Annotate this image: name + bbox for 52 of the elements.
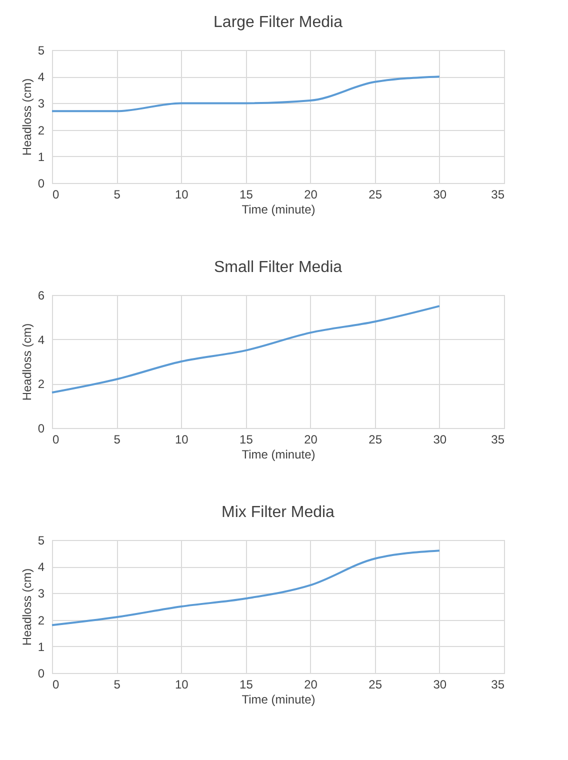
y-axis-title: Headloss (cm) <box>20 568 34 646</box>
y-tick-label: 0 <box>38 176 45 190</box>
x-tick-label: 20 <box>304 678 318 692</box>
x-tick-label: 20 <box>304 188 318 202</box>
x-tick-label: 30 <box>433 432 447 446</box>
x-tick-label: 0 <box>52 432 60 446</box>
x-axis-title: Time (minute) <box>242 448 316 462</box>
line-series <box>51 550 440 626</box>
y-tick-label: 5 <box>38 534 45 548</box>
chart-title: Mix Filter Media <box>222 504 335 521</box>
y-tick-label: 6 <box>38 288 45 302</box>
x-tick-label: 15 <box>240 432 254 446</box>
y-tick-label: 3 <box>38 586 45 601</box>
x-tick-label: 20 <box>304 432 318 446</box>
y-tick-label: 5 <box>38 44 45 58</box>
x-tick-label: 5 <box>114 432 121 446</box>
x-tick-label: 15 <box>240 188 254 202</box>
y-tick-label: 2 <box>38 377 45 392</box>
x-tick-label: 35 <box>491 432 505 446</box>
x-tick-label: 0 <box>52 188 60 202</box>
x-tick-label: 5 <box>114 678 121 692</box>
x-tick-label: 15 <box>240 678 254 692</box>
y-tick-label: 2 <box>38 123 45 138</box>
y-axis-title: Headloss (cm) <box>20 78 34 156</box>
chart-title: Large Filter Media <box>214 14 343 31</box>
x-tick-label: 10 <box>174 188 189 202</box>
y-axis-title: Headloss (cm) <box>20 323 34 401</box>
x-tick-label: 10 <box>174 432 189 446</box>
x-tick-label: 25 <box>368 432 382 446</box>
x-axis-title: Time (minute) <box>242 202 316 216</box>
x-tick-label: 25 <box>368 188 382 202</box>
x-tick-label: 35 <box>491 188 505 202</box>
line-series <box>51 305 440 394</box>
y-tick-label: 4 <box>38 332 45 347</box>
y-tick-label: 3 <box>38 96 45 111</box>
x-tick-label: 30 <box>433 678 447 692</box>
chart-title: Small Filter Media <box>214 259 342 276</box>
y-tick-label: 1 <box>38 150 45 164</box>
y-tick-label: 1 <box>38 640 45 654</box>
y-tick-label: 4 <box>38 70 45 84</box>
x-tick-label: 5 <box>114 188 121 202</box>
y-tick-label: 0 <box>38 666 45 680</box>
x-axis-title: Time (minute) <box>242 692 316 706</box>
x-tick-label: 25 <box>368 678 382 692</box>
line-series <box>51 76 440 112</box>
y-tick-label: 0 <box>38 422 45 436</box>
x-tick-label: 10 <box>174 678 189 692</box>
y-tick-label: 4 <box>38 560 45 574</box>
x-tick-label: 0 <box>52 678 60 692</box>
y-tick-label: 2 <box>38 613 45 628</box>
x-tick-label: 30 <box>433 188 447 202</box>
x-tick-label: 35 <box>491 678 505 692</box>
